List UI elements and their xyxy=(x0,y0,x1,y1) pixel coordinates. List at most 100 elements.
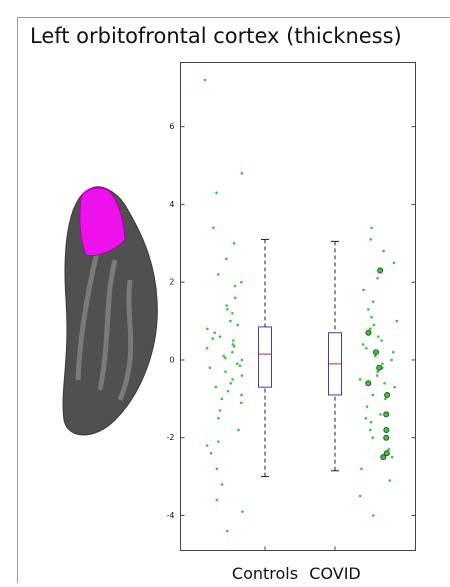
highlighted-point xyxy=(384,412,389,417)
x-tick-label: COVID xyxy=(309,564,360,583)
point xyxy=(224,370,227,373)
point xyxy=(206,444,209,447)
point xyxy=(237,429,240,432)
point xyxy=(367,308,370,311)
point xyxy=(366,405,369,408)
point xyxy=(369,238,372,241)
y-tick-label: 0 xyxy=(169,355,174,364)
point xyxy=(365,347,368,350)
point xyxy=(236,324,239,327)
point xyxy=(370,226,373,229)
point xyxy=(216,468,219,471)
point xyxy=(215,386,218,389)
point xyxy=(231,378,234,381)
y-tick-label: -4 xyxy=(167,511,175,520)
point xyxy=(359,495,362,498)
highlighted-point xyxy=(366,381,371,386)
highlighted-point xyxy=(385,392,390,397)
point xyxy=(372,300,375,303)
point xyxy=(396,320,399,323)
highlighted-point xyxy=(378,268,383,273)
highlighted-point xyxy=(373,350,378,355)
y-tick-label: 2 xyxy=(169,278,174,287)
point xyxy=(381,363,384,366)
point xyxy=(234,296,237,299)
point xyxy=(239,364,242,367)
highlighted-point xyxy=(381,455,386,460)
point xyxy=(241,359,244,362)
point xyxy=(224,357,227,360)
point xyxy=(370,421,373,424)
point xyxy=(225,304,228,307)
highlighted-point xyxy=(384,435,389,440)
point xyxy=(219,409,222,412)
point xyxy=(371,436,374,439)
point xyxy=(359,378,362,381)
point xyxy=(241,510,244,513)
point xyxy=(241,374,244,377)
brain-illustration xyxy=(63,187,157,435)
point xyxy=(206,328,209,331)
point xyxy=(229,320,232,323)
point xyxy=(241,172,244,175)
point xyxy=(382,250,385,253)
point xyxy=(221,483,224,486)
point xyxy=(229,382,232,385)
point xyxy=(212,226,215,229)
point xyxy=(233,345,236,348)
point xyxy=(226,530,229,533)
point xyxy=(204,79,207,82)
point xyxy=(217,273,220,276)
point xyxy=(234,285,237,288)
point xyxy=(365,417,368,420)
point xyxy=(362,343,365,346)
point xyxy=(211,337,214,340)
point xyxy=(240,394,243,397)
point xyxy=(213,331,216,334)
point xyxy=(377,335,380,338)
point xyxy=(390,359,393,362)
point xyxy=(215,191,218,194)
y-tick-label: -2 xyxy=(167,433,175,442)
y-tick-label: 6 xyxy=(169,122,174,131)
point xyxy=(233,242,236,245)
point xyxy=(209,366,212,369)
point xyxy=(373,324,376,327)
point xyxy=(210,452,213,455)
point xyxy=(391,456,394,459)
box xyxy=(259,327,272,387)
highlighted-point xyxy=(366,330,371,335)
point xyxy=(236,363,239,366)
point xyxy=(370,316,373,319)
point xyxy=(379,413,382,416)
point xyxy=(393,261,396,264)
point xyxy=(376,374,379,377)
point xyxy=(384,398,387,401)
point xyxy=(232,339,235,342)
point xyxy=(369,328,372,331)
point xyxy=(231,351,234,354)
point xyxy=(231,312,234,315)
point xyxy=(372,394,375,397)
point xyxy=(362,289,365,292)
point xyxy=(217,440,220,443)
highlighted-point xyxy=(377,365,382,370)
point xyxy=(215,499,218,502)
point xyxy=(240,281,243,284)
point xyxy=(387,448,390,451)
point xyxy=(376,277,379,280)
point xyxy=(380,339,383,342)
point xyxy=(383,382,386,385)
x-tick-label: Controls xyxy=(232,564,298,583)
point xyxy=(221,398,224,401)
plot-box xyxy=(181,63,416,551)
point xyxy=(360,468,363,471)
highlighted-point xyxy=(384,427,389,432)
chart-title: Left orbitofrontal cortex (thickness) xyxy=(30,24,402,48)
point xyxy=(372,514,375,517)
point xyxy=(206,347,209,350)
point xyxy=(226,308,229,311)
point xyxy=(217,417,220,420)
point xyxy=(225,258,228,261)
